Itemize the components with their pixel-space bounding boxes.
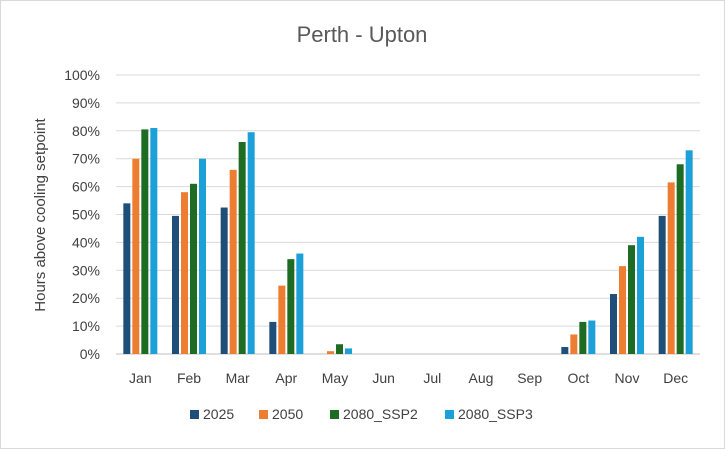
y-tick-label: 30% (72, 262, 100, 278)
bar-2080_SSP2-Apr (287, 259, 295, 354)
y-tick-label: 90% (72, 95, 100, 111)
bar-2080_SSP3-Nov (637, 236, 644, 354)
bar-2050-May (327, 351, 334, 354)
bar-2080_SSP2-May (336, 344, 343, 354)
x-tick-label: Nov (615, 370, 640, 386)
bar-2025-Mar (220, 207, 228, 354)
legend-label: 2025 (203, 406, 234, 422)
x-tick-label: Sep (517, 370, 542, 386)
x-tick-label: Jul (423, 370, 441, 386)
bar-2050-Oct (570, 334, 578, 354)
legend: 2025 2050 2080_SSP2 2080_SSP3 (190, 406, 533, 422)
bar-2050-Nov (619, 266, 626, 354)
bar-2050-Mar (229, 169, 237, 354)
x-tick-label: Oct (567, 370, 589, 386)
bar-2050-Apr (278, 285, 286, 354)
bar-2025-Apr (269, 321, 277, 354)
bar-2050-Dec (667, 182, 675, 354)
x-tick-label: Dec (663, 370, 688, 386)
bar-2080_SSP2-Jan (141, 129, 149, 354)
bar-2080_SSP2-Mar (238, 141, 246, 354)
bars (123, 128, 693, 354)
bar-2080_SSP3-Dec (685, 150, 693, 354)
bar-2025-Jan (123, 203, 131, 354)
legend-label: 2050 (272, 406, 303, 422)
x-tick-label: May (322, 370, 348, 386)
bar-2050-Jan (132, 158, 140, 354)
y-tick-label: 80% (72, 123, 100, 139)
legend-swatch-2025 (190, 410, 199, 419)
bar-2025-Nov (610, 294, 617, 354)
x-tick-label: Mar (226, 370, 250, 386)
bar-2080_SSP3-Mar (247, 132, 255, 354)
y-tick-label: 70% (72, 151, 100, 167)
x-axis-ticks: Jan Feb Mar Apr May Jun Jul Aug Sep Oct Nov Dec (129, 370, 688, 386)
bar-2025-Feb (172, 215, 179, 354)
bar-2080_SSP3-Feb (199, 158, 206, 354)
bar-2080_SSP3-Jan (150, 128, 158, 354)
bar-2080_SSP3-May (345, 348, 352, 354)
x-tick-label: Feb (177, 370, 201, 386)
chart-title: Perth - Upton (297, 22, 428, 47)
x-tick-label: Aug (469, 370, 494, 386)
bar-2025-Oct (561, 347, 569, 354)
legend-swatch-2080_SSP2 (330, 410, 339, 419)
y-axis-ticks: 0% 10% 20% 30% 40% 50% 60% 70% 80% 90% 100% (64, 67, 100, 362)
x-tick-label: Jun (372, 370, 395, 386)
y-tick-label: 100% (64, 67, 100, 83)
legend-label: 2080_SSP3 (458, 406, 533, 422)
bar-2025-Dec (658, 215, 666, 354)
bar-2080_SSP2-Feb (190, 183, 197, 354)
y-tick-label: 0% (80, 346, 100, 362)
bar-2080_SSP2-Oct (579, 321, 587, 354)
bar-2080_SSP2-Nov (628, 245, 635, 354)
y-tick-label: 20% (72, 290, 100, 306)
x-tick-label: Jan (129, 370, 152, 386)
legend-label: 2080_SSP2 (343, 406, 418, 422)
y-tick-label: 10% (72, 318, 100, 334)
legend-swatch-2050 (259, 410, 268, 419)
x-tick-label: Apr (275, 370, 297, 386)
bar-2080_SSP3-Apr (296, 253, 304, 354)
gridlines (116, 74, 700, 355)
y-tick-label: 60% (72, 179, 100, 195)
y-axis-label: Hours above cooling setpoint (32, 117, 49, 311)
bar-2050-Feb (181, 192, 188, 354)
y-tick-label: 50% (72, 207, 100, 223)
bar-2080_SSP2-Dec (676, 164, 684, 354)
legend-swatch-2080_SSP3 (445, 410, 454, 419)
bar-2080_SSP3-Oct (588, 320, 596, 354)
y-tick-label: 40% (72, 234, 100, 250)
